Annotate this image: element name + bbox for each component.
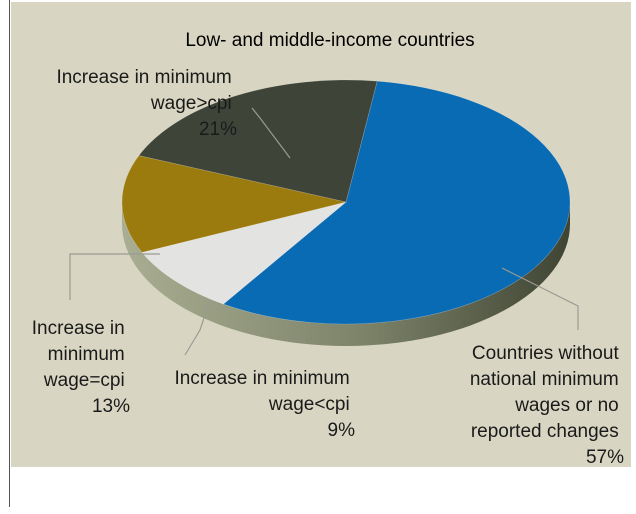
slice-label-wage-greater-than-cpi: Increase in minimum wage>cpi 21% [56,67,237,140]
slice-label-wage-less-than-cpi: Increase in minimum wage<cpi 9% [174,368,355,441]
slice-wage-equal-cpi [121,155,347,253]
leader-wage-equal-cpi [69,253,160,300]
pie-slices [121,79,571,325]
pie-rim-band [122,202,570,346]
leader-no-minimum-wage [501,267,579,330]
slice-wage-greater-than-cpi [138,79,378,203]
leader-lines [69,107,579,356]
leader-wage-less-than-cpi [184,299,211,356]
slice-wage-less-than-cpi [141,201,347,305]
slice-label-wage-equal-cpi: Increase in minimum wage=cpi 13% [32,318,130,417]
figure-frame [9,0,631,507]
chart-title: Low- and middle-income countries [185,30,474,51]
slice-no-minimum-wage [222,80,571,325]
pie-rim [122,202,570,346]
leader-wage-greater-than-cpi [251,107,291,159]
slice-label-no-minimum-wage: Countries without national minimum wages… [470,343,624,468]
